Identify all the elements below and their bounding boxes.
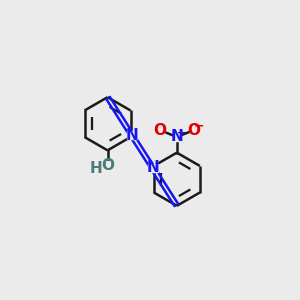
- Text: N: N: [125, 128, 138, 143]
- Text: −: −: [194, 119, 205, 132]
- Bar: [148, 164, 158, 172]
- Text: N: N: [146, 160, 159, 175]
- Bar: [173, 133, 180, 141]
- Text: O: O: [188, 122, 201, 137]
- Text: N: N: [170, 129, 183, 144]
- Bar: [155, 126, 164, 134]
- Text: O: O: [101, 158, 114, 173]
- Bar: [127, 131, 137, 140]
- Text: +: +: [176, 128, 186, 138]
- Text: H: H: [90, 161, 102, 176]
- Text: O: O: [153, 122, 166, 137]
- Bar: [103, 161, 112, 170]
- Bar: [190, 126, 199, 134]
